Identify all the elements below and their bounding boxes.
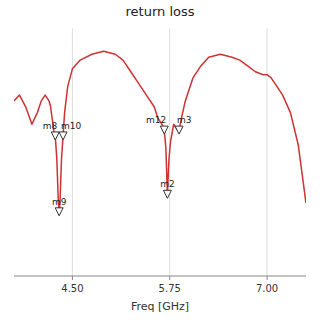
title: return loss — [126, 4, 195, 19]
background — [0, 0, 320, 320]
tick — [72, 276, 73, 280]
grid-line — [72, 28, 73, 276]
annotation-marker — [163, 190, 171, 198]
annotation-label: m8 — [43, 121, 58, 131]
tick-label: 4.50 — [61, 283, 83, 294]
x-axis-line — [14, 276, 306, 277]
x-axis: 4.50 5.75 7.00 — [14, 276, 306, 294]
annotations: m8m10 m9 m2 m12 m3 — [43, 115, 192, 207]
plot-area — [14, 51, 306, 215]
annotation-marker — [59, 132, 67, 140]
annotation-label: m9 — [52, 197, 67, 207]
tick-label: 7.00 — [256, 283, 278, 294]
x-axis-label: Freq [GHz] — [131, 300, 189, 313]
annotation-label: m2 — [160, 179, 175, 189]
curve — [14, 51, 306, 211]
annotation-marker — [175, 126, 183, 134]
annotation-marker — [160, 126, 168, 134]
annotation-marker — [55, 208, 63, 216]
annotation-label: m3 — [177, 115, 192, 125]
annotation-label: m10 — [61, 121, 81, 131]
annotation-label: m12 — [146, 115, 166, 125]
tick — [267, 276, 268, 280]
tick-label: 5.75 — [159, 283, 181, 294]
grid-line — [267, 28, 268, 276]
tick — [169, 276, 170, 280]
chart: return loss 4.50 5.75 7.00 Freq [GHz] m8m10 m9… — [0, 0, 320, 320]
annotation-marker — [51, 132, 59, 140]
